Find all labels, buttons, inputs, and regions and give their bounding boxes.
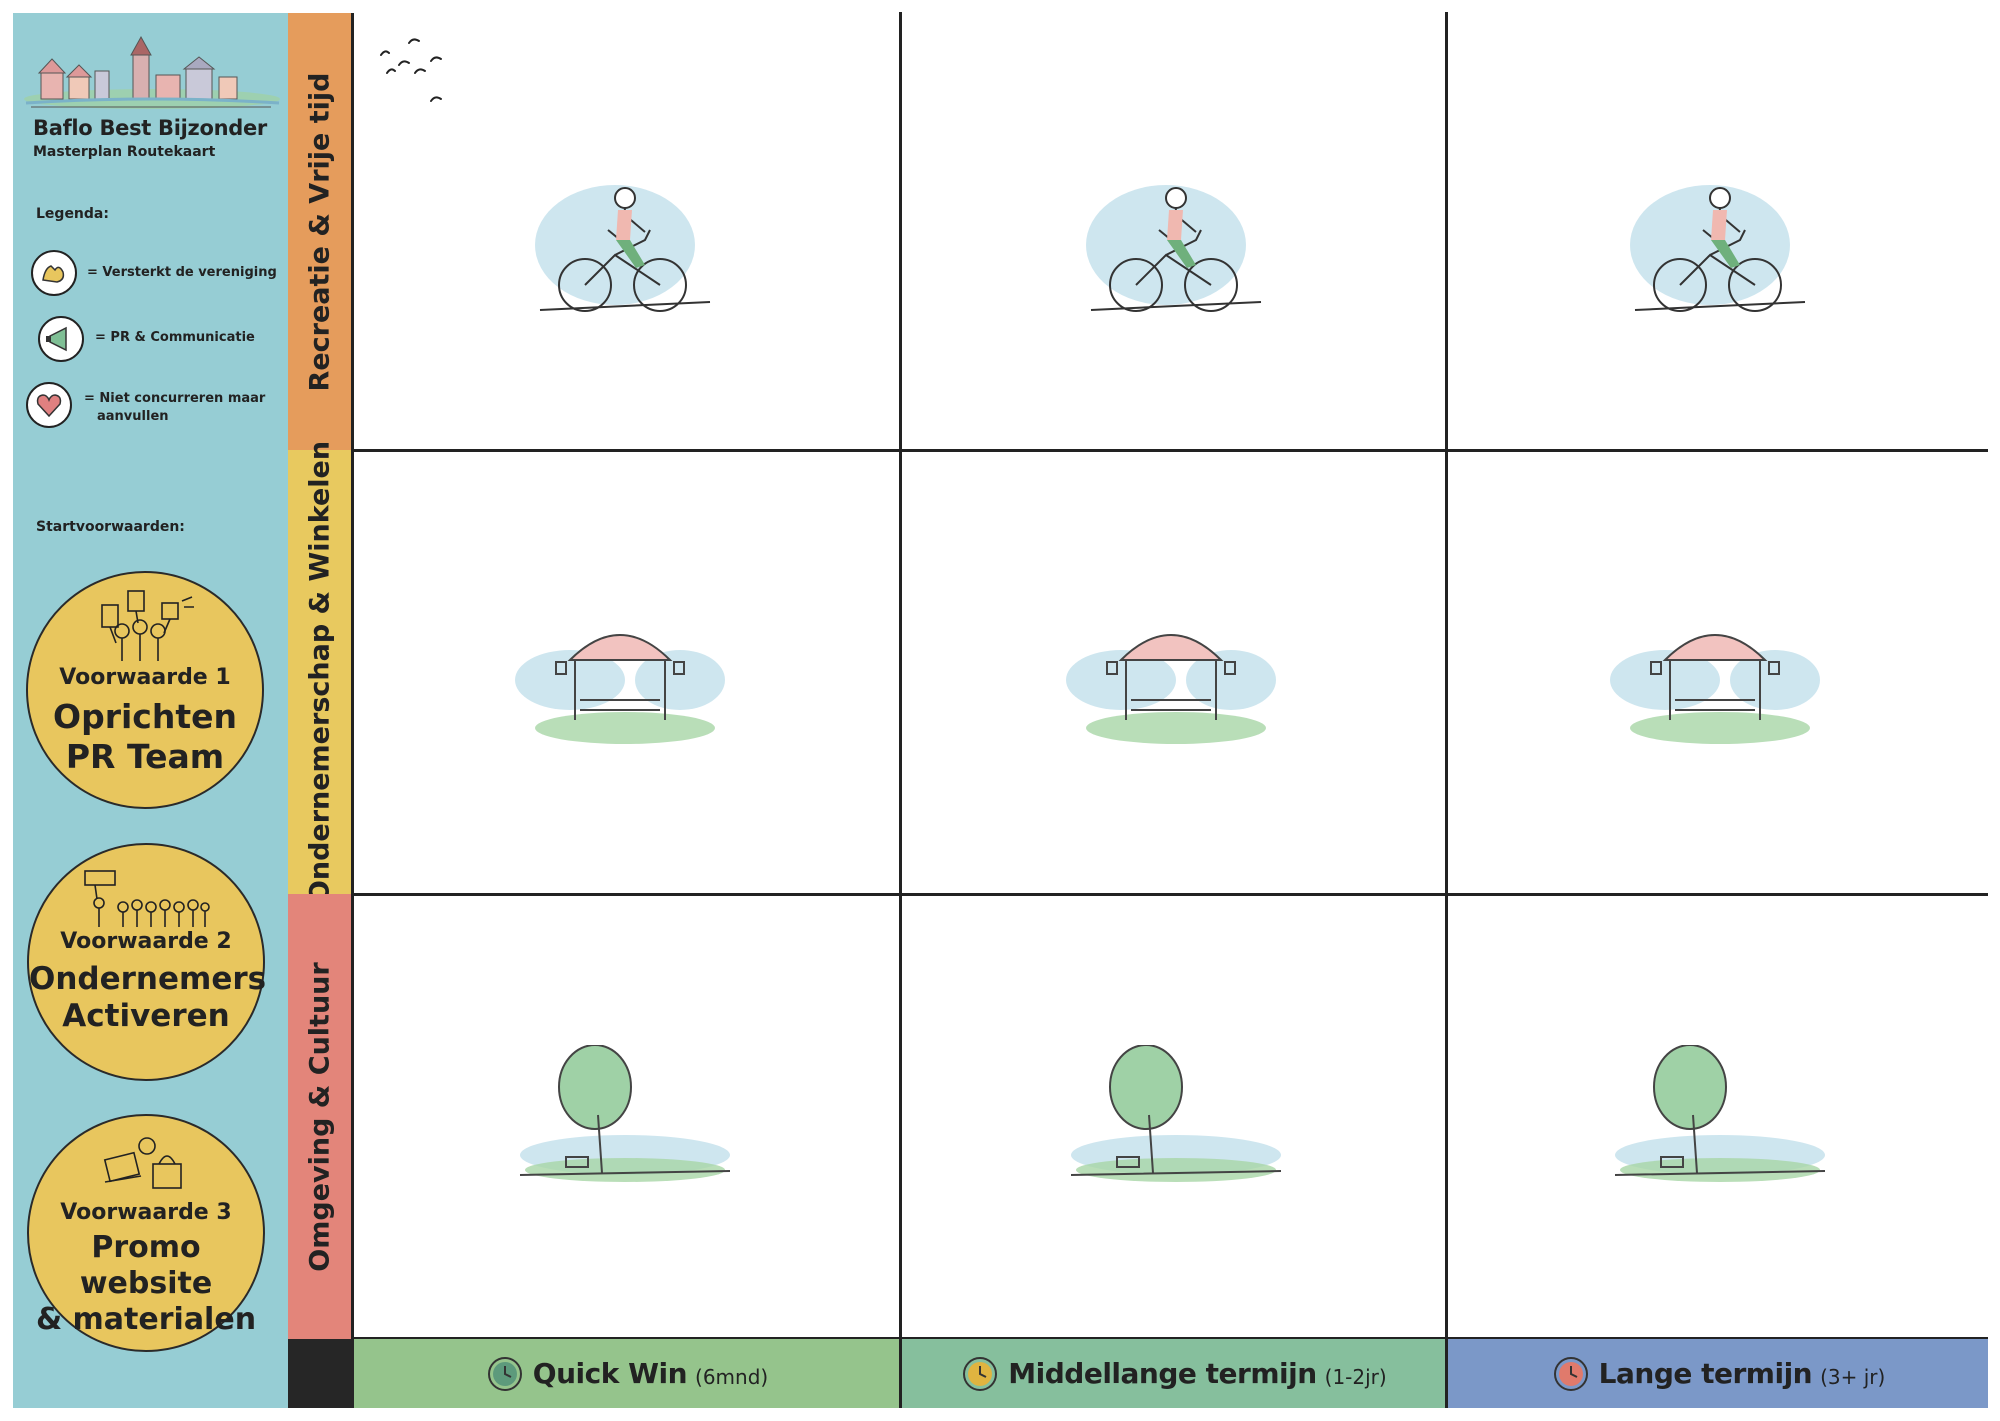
birds-doodle [380,38,442,102]
strong-arm-icon [31,250,77,296]
condition-2-title-line2: Activeren [62,998,230,1035]
pr-team-sketch [101,590,194,661]
clock-icon [487,1356,522,1391]
condition-1-label: Voorwaarde 1 [59,665,231,690]
condition-2-title-line1: Ondernemers [29,961,267,997]
legend-text-vereniging: = Versterkt de vereniging [87,265,277,280]
condition-1-title: Oprichten PR Team [28,697,262,776]
row-category-omgeving: Omgeving & Cultuur [288,894,354,1339]
brand-subtitle: Masterplan Routekaart [33,144,216,160]
grid-divider-col-1 [899,12,902,1408]
clock-icon [963,1356,998,1391]
condition-2-circle: Voorwaarde 2 Ondernemers Activeren [27,843,267,1081]
legend-title: Legenda: [36,206,109,222]
legend-text-pr: = PR & Communicatie [95,330,255,345]
megaphone-icon [38,316,84,362]
column-subtitle-quick-win: (6mnd) [695,1364,769,1389]
column-subtitle-middellange-termijn: (1-2jr) [1324,1364,1387,1389]
column-subtitle-lange-termijn: (3+ jr) [1820,1364,1886,1389]
condition-3-title: Promo website & materialen [29,1230,263,1338]
cyclist-sketch [1630,185,1806,312]
legend-text-aanvullen-line1: = Niet concurreren maar [84,391,266,406]
cyclist-sketch [1086,185,1262,312]
column-title-quick-win: Quick Win [532,1357,688,1390]
grid-divider-row-2 [354,893,1988,896]
column-title-middellange-termijn: Middellange termijn [1008,1357,1317,1390]
cyclist-sketch [535,185,711,312]
tree-sketch [519,1045,731,1182]
legend-text-aanvullen-line2: aanvullen [97,409,169,424]
condition-2-label: Voorwaarde 2 [60,929,232,954]
column-title-lange-termijn: Lange termijn [1598,1357,1813,1390]
sidebar: Baflo Best Bijzonder Masterplan Routekaa… [13,13,288,1408]
website-materials-sketch [103,1137,182,1189]
people-group-sketch [84,870,210,927]
condition-1-title-line1: Oprichten [53,697,237,736]
tree-sketch [1070,1045,1282,1182]
row-category-recreatie: Recreatie & Vrije tijd [288,13,354,450]
column-header-middellange-termijn: Middellange termijn (1-2jr) [902,1339,1445,1408]
column-header-lange-termijn: Lange termijn (3+ jr) [1448,1339,1988,1408]
condition-3-title-line1: Promo website [79,1230,213,1301]
row-label-omgeving: Omgeving & Cultuur [304,961,335,1272]
grid-divider-footer [354,1337,1988,1340]
brand-title: Baflo Best Bijzonder [33,116,267,140]
row-category-ondernemerschap: Ondernemerschap & Winkelen [288,441,354,903]
column-header-quick-win: Quick Win (6mnd) [354,1339,899,1408]
legend-text-aanvullen: = Niet concurreren maar aanvullen [84,390,265,426]
conditions-title: Startvoorwaarden: [36,519,185,535]
market-stall-sketch [1066,634,1276,744]
row-label-recreatie: Recreatie & Vrije tijd [304,72,335,391]
town-skyline-illustration [24,35,280,109]
tree-sketch [1614,1045,1826,1182]
grid-divider-col-2 [1445,12,1448,1408]
clock-icon [1553,1356,1588,1391]
condition-1-title-line2: PR Team [65,736,225,776]
market-stall-sketch [515,634,725,744]
grid-divider-row-1 [354,449,1988,452]
condition-3-circle: Voorwaarde 3 Promo website & materialen [27,1114,265,1352]
condition-3-label: Voorwaarde 3 [60,1200,232,1225]
condition-1-circle: Voorwaarde 1 Oprichten PR Team [26,571,264,809]
condition-2-title: Ondernemers Activeren [29,961,267,1035]
condition-3-title-line2: & materialen [35,1302,257,1337]
heart-icon [26,382,72,428]
row-label-ondernemerschap: Ondernemerschap & Winkelen [304,440,335,904]
footer-corner [288,1339,354,1408]
market-stall-sketch [1610,634,1820,744]
